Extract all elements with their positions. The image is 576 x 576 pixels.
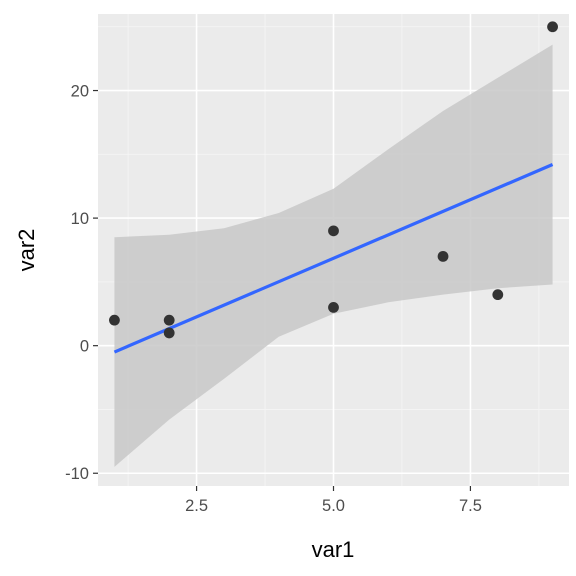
data-point	[109, 314, 120, 326]
tick-labels: 2.5 5.0 7.5 -10 0 10 20	[65, 83, 482, 515]
y-tick-label: 20	[71, 83, 89, 101]
data-point	[547, 21, 558, 33]
trend-line	[113, 163, 554, 354]
y-axis-title: var2	[14, 229, 39, 272]
data-point	[163, 327, 175, 339]
confidence-band	[114, 44, 553, 467]
y-tick-label: 0	[80, 338, 89, 356]
data-points	[109, 21, 558, 339]
x-axis-title: var1	[312, 537, 355, 562]
data-point	[163, 314, 175, 326]
data-point	[492, 289, 504, 301]
x-tick-label: 2.5	[185, 497, 208, 515]
x-tick-label: 7.5	[459, 497, 482, 515]
x-tick-label: 5.0	[322, 497, 345, 515]
axis-ticks	[93, 89, 472, 491]
y-tick-label: 10	[71, 210, 89, 228]
y-tick-label: -10	[65, 465, 89, 483]
data-point	[328, 225, 339, 237]
data-point	[328, 302, 339, 313]
data-point	[437, 250, 449, 262]
